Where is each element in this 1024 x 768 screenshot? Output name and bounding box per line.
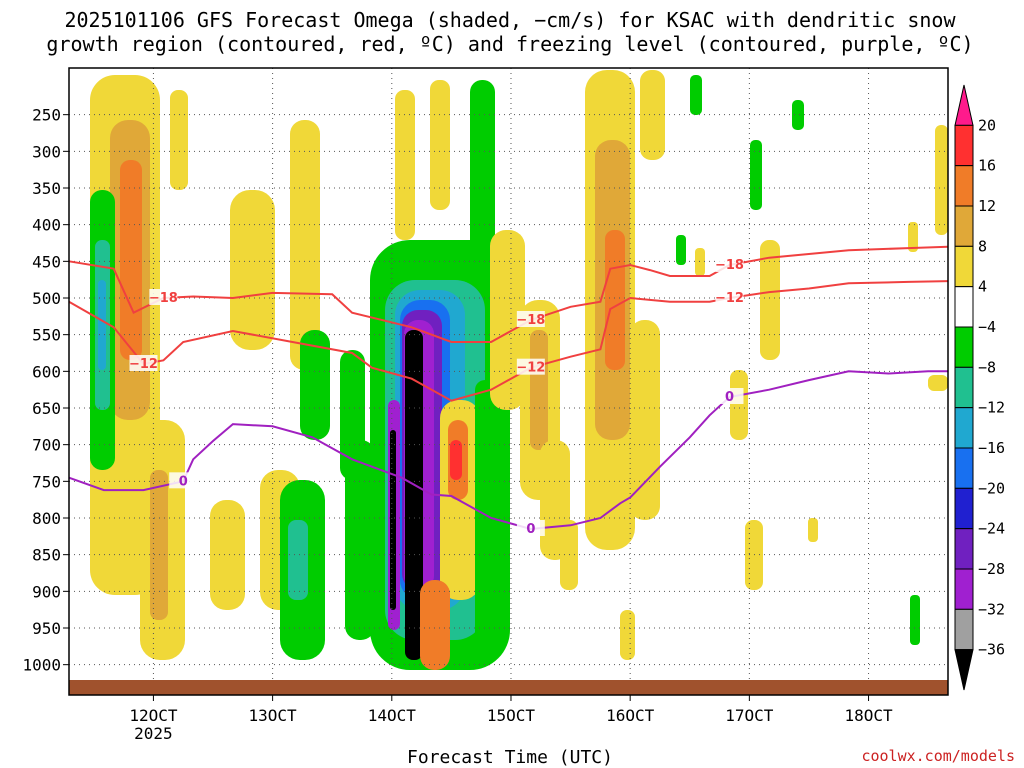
colorbar-top-arrow <box>954 84 974 126</box>
contour-label-bg <box>715 388 744 404</box>
colorbar-label: 4 <box>978 278 987 296</box>
y-tick-label: 500 <box>32 289 61 308</box>
omega-shading <box>69 68 948 680</box>
dgz-upper-18-contour <box>68 245 949 343</box>
y-tick-label: 400 <box>32 216 61 235</box>
y-tick-label: 600 <box>32 362 61 381</box>
freezing-level-0-label: 0 <box>526 522 535 537</box>
credit-link[interactable]: coolwx.com/models <box>861 747 1015 765</box>
colorbar-label: −20 <box>978 479 1005 497</box>
y-tick-label: 1000 <box>22 656 61 675</box>
y-tick-label: 900 <box>32 582 61 601</box>
colorbar-swatch <box>954 286 974 328</box>
y-tick-label: 950 <box>32 619 61 638</box>
y-tick-label: 800 <box>32 509 61 528</box>
colorbar-swatch <box>954 487 974 530</box>
dgz-upper-18-label: −18 <box>715 258 744 273</box>
x-tick-label: 13OCT <box>249 706 298 725</box>
colorbar-label: −36 <box>978 641 1005 659</box>
colorbar-label: 8 <box>978 237 987 255</box>
contour-label-bg <box>715 256 744 272</box>
colorbar-swatch <box>954 608 974 651</box>
dgz-upper-18-label: −18 <box>149 291 178 306</box>
contour-label-bg <box>715 289 744 305</box>
x-tick-year-label: 2025 <box>134 724 173 743</box>
y-tick-label: 750 <box>32 472 61 491</box>
colorbar-swatch <box>954 326 974 368</box>
colorbar-swatch <box>954 528 974 570</box>
colorbar-label: −12 <box>978 399 1005 417</box>
colorbar-label: −28 <box>978 560 1005 578</box>
y-tick-label: 450 <box>32 252 61 271</box>
colorbar-swatch <box>954 124 974 167</box>
colorbar-swatch <box>954 205 974 247</box>
contour-label-bg <box>169 472 198 489</box>
colorbar-label: −4 <box>978 318 996 336</box>
y-tick-label: 700 <box>32 436 61 455</box>
contour-label-bg <box>516 520 545 536</box>
colorbar-label: −24 <box>978 520 1005 538</box>
y-tick-label: 650 <box>32 399 61 418</box>
y-tick-label: 300 <box>32 142 61 161</box>
x-tick-label: 16OCT <box>606 706 655 725</box>
colorbar-label: 12 <box>978 197 996 215</box>
colorbar-swatch <box>954 245 974 288</box>
x-tick-label: 12OCT <box>129 706 178 725</box>
colorbar: 20 16 12 8 4 −4 −8 −12 −16 −20 −24 −28 −32 −36 <box>954 84 1005 691</box>
colorbar-swatch <box>954 165 974 207</box>
dgz-upper-18-label: −18 <box>516 313 545 328</box>
x-tick-label: 15OCT <box>487 706 536 725</box>
contour-label-bg <box>129 355 158 371</box>
x-tick-label: 17OCT <box>725 706 774 725</box>
y-tick-label: 350 <box>32 179 61 198</box>
contour-label-bg <box>516 311 545 327</box>
colorbar-label: −16 <box>978 439 1005 457</box>
y-tick-label: 550 <box>32 326 61 345</box>
dgz-lower-12-label: −12 <box>516 361 545 376</box>
colorbar-swatch <box>954 407 974 449</box>
colorbar-label: −8 <box>978 358 996 376</box>
y-tick-label: 250 <box>32 106 61 125</box>
x-tick-label: 18OCT <box>844 706 893 725</box>
contour-layer: −18 −18 −18 −12 −12 −12 0 0 0 <box>68 245 949 537</box>
colorbar-label: 16 <box>978 157 996 175</box>
terrain-band <box>69 680 948 695</box>
x-tick-label: 14OCT <box>368 706 417 725</box>
dgz-lower-12-label: −12 <box>715 291 744 306</box>
y-axis: 250 300 350 400 450 500 550 600 650 700 750 800 850 9… <box>22 106 69 675</box>
dgz-lower-12-label: −12 <box>129 357 158 372</box>
colorbar-label: −32 <box>978 600 1005 618</box>
freezing-level-0-label: 0 <box>179 474 188 489</box>
plot-frame <box>68 67 949 696</box>
colorbar-swatch <box>954 568 974 610</box>
colorbar-swatch <box>954 447 974 489</box>
freezing-level-0-label: 0 <box>725 390 734 405</box>
contour-label-bg <box>516 358 545 375</box>
y-tick-label: 850 <box>32 546 61 565</box>
chart-title-line-1: 2025101106 GFS Forecast Omega (shaded, −… <box>64 8 956 32</box>
colorbar-swatch <box>954 366 974 409</box>
contour-label-bg <box>149 289 178 305</box>
chart-title-line-2: growth region (contoured, red, ºC) and f… <box>46 32 973 56</box>
x-axis-title: Forecast Time (UTC) <box>407 747 613 768</box>
colorbar-bottom-arrow <box>954 649 974 691</box>
colorbar-label: 20 <box>978 116 996 134</box>
